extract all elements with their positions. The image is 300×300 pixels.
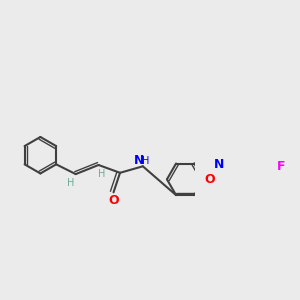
Text: H: H: [67, 178, 74, 188]
Text: N: N: [214, 158, 224, 172]
Text: O: O: [108, 194, 119, 207]
Text: O: O: [205, 173, 215, 186]
Text: N: N: [134, 154, 144, 167]
Text: H: H: [98, 169, 106, 179]
Text: H: H: [142, 156, 150, 166]
Text: F: F: [277, 160, 285, 172]
